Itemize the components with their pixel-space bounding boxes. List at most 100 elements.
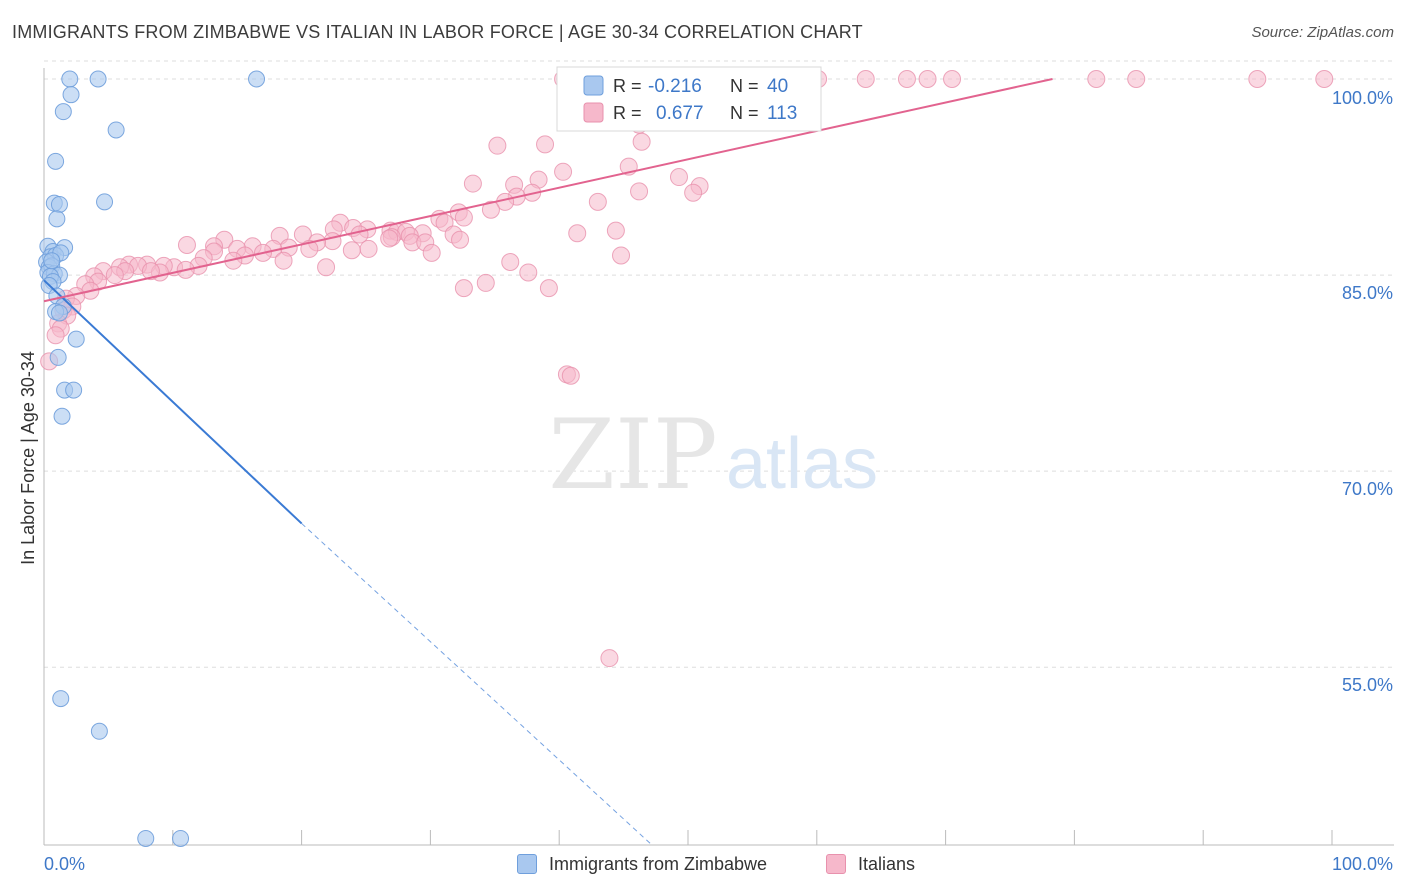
italians-point-108 [684, 183, 703, 202]
zimbabwe-point-31 [49, 348, 67, 366]
italians-point-24 [630, 182, 649, 201]
italians-point-18 [488, 136, 507, 155]
italians-point-51 [323, 232, 342, 251]
y-tick-label-0: 55.0% [1342, 675, 1393, 695]
chart-title: IMMIGRANTS FROM ZIMBABWE VS ITALIAN IN L… [12, 22, 863, 42]
legend-r-label-1: R = [613, 76, 642, 96]
italians-point-29 [588, 192, 607, 211]
italians-point-9 [897, 69, 916, 88]
italians-point-101 [519, 263, 538, 282]
y-tick-label-1: 70.0% [1342, 479, 1393, 499]
italians-point-22 [463, 174, 482, 193]
italians-point-95 [46, 326, 65, 345]
italians-trend-line [43, 78, 1053, 303]
series-legend: Immigrants from Zimbabwe Italians [0, 852, 1406, 878]
italians-point-17 [632, 132, 651, 151]
italians-point-66 [422, 243, 441, 262]
italians-point-19 [536, 135, 555, 154]
italians-point-110 [561, 366, 580, 385]
legend-swatch-zimbabwe [517, 854, 537, 874]
italians-point-111 [600, 649, 619, 668]
zimbabwe-point-2 [248, 70, 266, 88]
zimbabwe-point-39 [43, 252, 61, 270]
legend-item-zimbabwe[interactable]: Immigrants from Zimbabwe [517, 852, 767, 876]
y-axis-label: In Labor Force | Age 30-34 [18, 351, 38, 565]
zimbabwe-points [38, 70, 266, 847]
italians-point-63 [342, 241, 361, 260]
zimbabwe-point-1 [89, 70, 107, 88]
italians-point-97 [454, 279, 473, 298]
source-label: Source: ZipAtlas.com [1251, 24, 1394, 41]
italians-point-69 [274, 251, 293, 270]
italians-point-112 [317, 258, 336, 277]
italians-point-12 [1087, 69, 1106, 88]
zimbabwe-point-29 [50, 304, 68, 322]
watermark-atlas: atlas [726, 424, 878, 504]
legend-swatch-italians [583, 102, 604, 123]
x-tick-label-1: 100.0% [1332, 854, 1393, 874]
zimbabwe-point-4 [54, 103, 72, 121]
italians-point-55 [177, 236, 196, 255]
zimbabwe-point-33 [65, 381, 83, 399]
legend-label-italians: Italians [858, 853, 916, 874]
zimbabwe-point-0 [61, 70, 79, 88]
italians-point-15 [1315, 69, 1334, 88]
zimbabwe-point-35 [52, 690, 70, 708]
x-tick-labels: 0.0% 100.0% [44, 854, 1393, 874]
italians-point-49 [380, 229, 399, 248]
axes [43, 68, 1394, 846]
legend-swatch-zimbabwe [583, 75, 604, 96]
italians-point-102 [606, 221, 625, 240]
italians-point-100 [501, 252, 520, 271]
legend-r-value-2: 0.677 [656, 103, 704, 124]
trend-lines [43, 78, 1053, 846]
legend-r-value-1: -0.216 [648, 76, 702, 97]
watermark-zip: ZIP [548, 399, 717, 511]
italians-point-13 [1127, 69, 1146, 88]
italians-point-107 [669, 168, 688, 187]
italians-point-98 [451, 230, 470, 249]
x-tick-label-0: 0.0% [44, 854, 85, 874]
italians-point-30 [481, 200, 500, 219]
legend-label-zimbabwe: Immigrants from Zimbabwe [549, 853, 768, 874]
italians-point-11 [943, 69, 962, 88]
y-tick-labels: 55.0% 70.0% 85.0% 100.0% [1332, 88, 1393, 695]
legend-n-value-2: 113 [767, 103, 797, 124]
zimbabwe-point-7 [96, 193, 114, 211]
zimbabwe-point-6 [47, 152, 65, 170]
italians-point-103 [612, 246, 631, 265]
stats-legend: R = -0.216 N = 40 R = 0.677 N = 113 [556, 66, 822, 132]
italians-point-8 [856, 69, 875, 88]
italians-point-104 [539, 279, 558, 298]
watermark: ZIP atlas [548, 399, 878, 511]
italians-point-10 [918, 69, 937, 88]
legend-swatch-italians [826, 854, 846, 874]
italians-point-99 [476, 273, 495, 292]
italians-point-20 [554, 162, 573, 181]
italians-point-14 [1248, 69, 1267, 88]
zimbabwe-point-37 [137, 829, 155, 847]
zimbabwe-trend-line [43, 279, 303, 525]
y-tick-label-2: 85.0% [1342, 283, 1393, 303]
italians-point-62 [359, 239, 378, 258]
zimbabwe-point-36 [90, 722, 108, 740]
legend-r-label-2: R = [613, 103, 642, 123]
legend-n-value-1: 40 [767, 76, 788, 97]
italians-point-80 [141, 262, 160, 281]
legend-item-italians[interactable]: Italians [826, 852, 915, 876]
zimbabwe-point-38 [172, 829, 190, 847]
zimbabwe-point-3 [62, 86, 80, 104]
zimbabwe-point-5 [107, 121, 125, 139]
legend-n-label-1: N = [730, 76, 759, 96]
legend-n-label-2: N = [730, 103, 759, 123]
y-tick-label-3: 100.0% [1332, 88, 1393, 108]
zimbabwe-point-30 [67, 330, 85, 348]
italians-point-32 [454, 208, 473, 227]
zimbabwe-point-10 [48, 210, 66, 228]
zimbabwe-point-9 [50, 195, 68, 213]
italians-point-83 [105, 266, 124, 285]
italians-point-105 [568, 224, 587, 243]
zimbabwe-trend-extrapolated [301, 523, 653, 846]
zimbabwe-point-34 [53, 407, 71, 425]
